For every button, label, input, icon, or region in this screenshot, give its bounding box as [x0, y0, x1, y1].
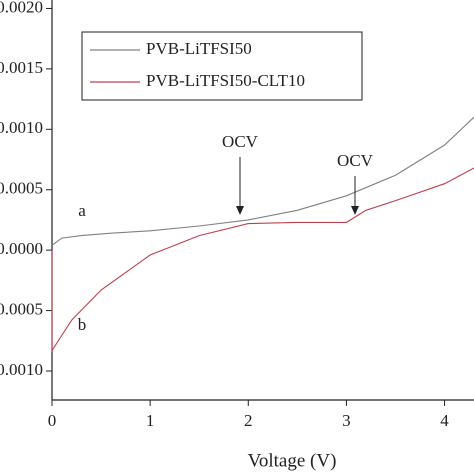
- y-tick-label: 0.0010: [0, 118, 43, 137]
- y-tick-label: 0.0020: [0, 0, 43, 16]
- x-tick-label: 4: [440, 411, 449, 430]
- x-axis-label: Voltage (V): [248, 450, 337, 471]
- annotation: a: [78, 201, 86, 220]
- y-tick-label: 0.0005: [0, 179, 43, 198]
- annotation: OCV: [222, 132, 259, 151]
- y-tick-label: 0.0000: [0, 239, 43, 258]
- annotation-arrowhead: [351, 206, 359, 215]
- x-tick-label: 1: [146, 411, 155, 430]
- x-tick-label: 0: [48, 411, 57, 430]
- legend-label: PVB-LiTFSI50: [146, 39, 252, 58]
- x-tick-label: 2: [244, 411, 253, 430]
- data-line: [51, 116, 474, 246]
- annotation: OCV: [337, 151, 374, 170]
- x-tick-label: 3: [342, 411, 351, 430]
- y-tick-label: -0.0010: [0, 360, 43, 379]
- legend-box: [81, 31, 363, 101]
- annotation: b: [78, 315, 87, 334]
- data-line: [51, 167, 474, 353]
- annotation-arrowhead: [236, 206, 244, 215]
- y-tick-label: 0.0015: [0, 58, 43, 77]
- legend-label: PVB-LiTFSI50-CLT10: [146, 71, 305, 90]
- y-tick-label: -0.0005: [0, 299, 43, 318]
